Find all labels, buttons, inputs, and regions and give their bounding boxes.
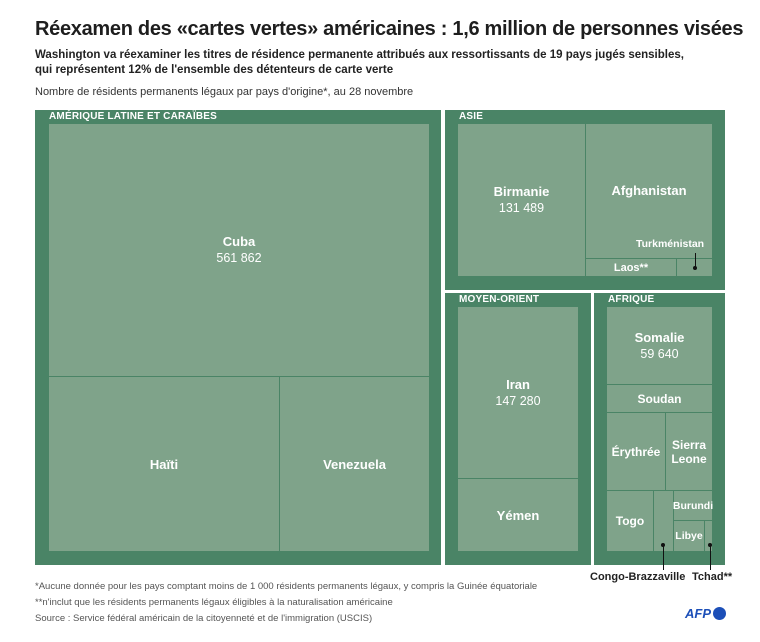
region-label: AFRIQUE	[608, 294, 655, 305]
subtitle-line-1: Washington va réexaminer les titres de r…	[35, 49, 684, 61]
cell-yemen: Yémen	[458, 479, 578, 551]
region-label: MOYEN-ORIENT	[459, 294, 540, 305]
region-label: ASIE	[459, 111, 484, 122]
source: Source : Service fédéral américain de la…	[35, 613, 373, 624]
cell-label: Sierra Leone	[671, 437, 707, 466]
cell-value: 59 640	[640, 346, 679, 361]
cell-label: Cuba	[222, 234, 256, 249]
subtitle: Washington va réexaminer les titres de r…	[35, 48, 684, 78]
footnote-1: *Aucune donnée pour les pays comptant mo…	[35, 581, 538, 592]
cell-afghanistan: Afghanistan	[586, 124, 712, 258]
cell-soudan: Soudan	[607, 385, 712, 412]
logo-circle-icon	[713, 607, 726, 620]
cell-label: Laos**	[613, 261, 649, 274]
cell-label: Togo	[615, 514, 645, 528]
cell-value: 147 280	[495, 393, 541, 408]
cell-label: Somalie	[634, 329, 685, 345]
cell-label: Afghanistan	[611, 183, 687, 198]
cell-sierra-leone: Sierra Leone	[666, 413, 712, 490]
cell-label: Yémen	[496, 507, 540, 523]
callout-line	[663, 545, 664, 570]
afp-logo: AFP	[685, 606, 726, 621]
cell-libye: Libye	[674, 521, 704, 551]
cell-somalie: Somalie 59 640	[607, 307, 712, 384]
cell-tchad	[705, 521, 712, 551]
callout-turkmenistan: Turkménistan	[636, 238, 705, 250]
chart-note: Nombre de résidents permanents légaux pa…	[35, 86, 414, 98]
cell-label: Libye	[675, 530, 703, 542]
cell-iran: Iran 147 280	[458, 307, 578, 478]
cell-togo: Togo	[607, 491, 653, 551]
cell-value: 561 862	[216, 251, 262, 265]
cell-congo-brazzaville	[654, 491, 673, 551]
callout-tchad: Tchad**	[692, 571, 733, 583]
cell-erythree: Érythrée	[607, 413, 665, 490]
cell-birmanie: Birmanie 131 489	[458, 124, 585, 276]
cell-label: Birmanie	[493, 184, 550, 199]
cell-label: Haïti	[149, 456, 179, 472]
cell-haiti: Haïti	[49, 377, 279, 551]
logo-text: AFP	[685, 606, 711, 621]
callout-dot	[693, 266, 697, 270]
callout-line	[695, 253, 696, 267]
page-title: Réexamen des «cartes vertes» américaines…	[35, 18, 744, 40]
cell-laos: Laos**	[586, 259, 676, 276]
cell-label: Érythrée	[611, 444, 661, 459]
cell-label: Iran	[506, 376, 530, 392]
cell-label: Venezuela	[323, 456, 386, 472]
cell-value: 131 489	[498, 201, 545, 215]
cell-burundi: Burundi	[672, 491, 714, 520]
cell-cuba: Cuba 561 862	[49, 124, 429, 376]
footnote-2: **n'inclut que les résidents permanents …	[35, 597, 393, 608]
callout-line	[710, 545, 711, 570]
region-label: AMÉRIQUE LATINE ET CARAÏBES	[49, 111, 217, 122]
cell-venezuela: Venezuela	[280, 377, 429, 551]
cell-label: Soudan	[637, 391, 682, 406]
subtitle-line-2: qui représentent 12% de l'ensemble des d…	[35, 64, 394, 76]
callout-congo-brazzaville: Congo-Brazzaville	[590, 571, 686, 583]
cell-label: Burundi	[672, 499, 714, 512]
